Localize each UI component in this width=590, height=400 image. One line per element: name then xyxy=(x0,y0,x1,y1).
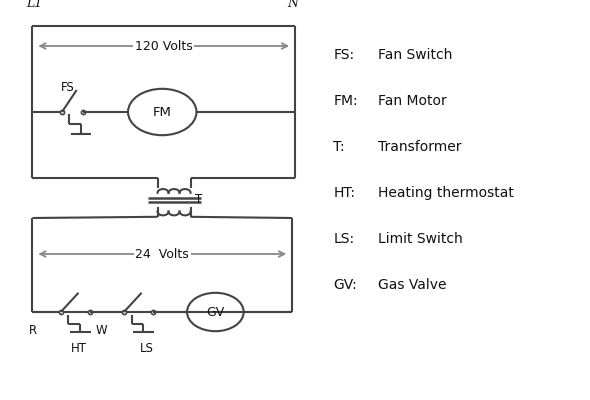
Text: FM:: FM: xyxy=(333,94,358,108)
Text: HT:: HT: xyxy=(333,186,355,200)
Text: FS:: FS: xyxy=(333,48,355,62)
Text: R: R xyxy=(28,324,37,337)
Text: W: W xyxy=(96,324,107,337)
Text: GV:: GV: xyxy=(333,278,357,292)
Text: LS: LS xyxy=(139,342,153,355)
Text: Fan Motor: Fan Motor xyxy=(378,94,447,108)
Text: N: N xyxy=(287,0,298,10)
Text: Fan Switch: Fan Switch xyxy=(378,48,452,62)
Text: GV: GV xyxy=(206,306,224,318)
Text: T: T xyxy=(195,193,202,206)
Text: 24  Volts: 24 Volts xyxy=(135,248,189,260)
Text: FM: FM xyxy=(153,106,172,118)
Text: LS:: LS: xyxy=(333,232,355,246)
Text: FS: FS xyxy=(61,81,74,94)
Text: HT: HT xyxy=(70,342,87,355)
Text: Heating thermostat: Heating thermostat xyxy=(378,186,513,200)
Text: Transformer: Transformer xyxy=(378,140,461,154)
Text: T:: T: xyxy=(333,140,345,154)
Text: L1: L1 xyxy=(27,0,43,10)
Text: Limit Switch: Limit Switch xyxy=(378,232,463,246)
Text: Gas Valve: Gas Valve xyxy=(378,278,446,292)
Text: 120 Volts: 120 Volts xyxy=(135,40,192,52)
